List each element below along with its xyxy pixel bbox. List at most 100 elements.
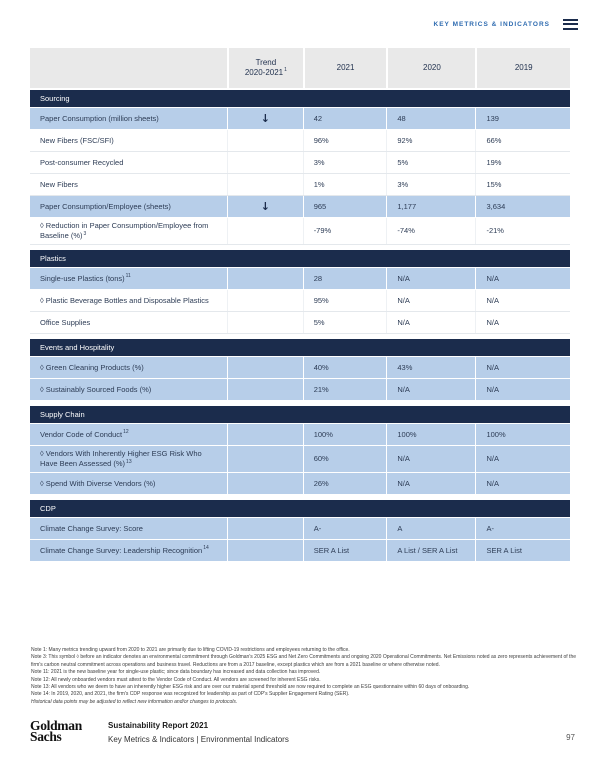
page-footer: Goldman Sachs Sustainability Report 2021… (30, 718, 575, 744)
section-header: Plastics (30, 250, 570, 267)
table-row: Single-use Plastics (tons)11 28 N/A N/A (30, 268, 570, 290)
table-row: Climate Change Survey: Score A- A A- (30, 518, 570, 540)
table-row: ◊ Vendors With Inherently Higher ESG Ris… (30, 446, 570, 473)
value-2019: N/A (475, 357, 570, 378)
goldman-sachs-logo: Goldman Sachs (30, 718, 108, 744)
breadcrumb: Key Metrics & Indicators | Environmental… (108, 735, 289, 744)
table-row: Post-consumer Recycled 3% 5% 19% (30, 152, 570, 174)
value-2021: 1% (302, 174, 387, 195)
footnote-line: Note 11: 2021 is the new baseline year f… (31, 669, 321, 676)
row-label: Single-use Plastics (tons)11 (40, 273, 131, 283)
footnote-line: Note 14: In 2019, 2020, and 2021, the fi… (31, 691, 350, 698)
value-2019: N/A (475, 446, 570, 472)
value-2020: A List / SER A List (386, 540, 475, 561)
row-label: ◊ Reduction in Paper Consumption/Employe… (40, 221, 209, 240)
down-arrow-icon: ↓ (260, 111, 270, 125)
trend-cell (227, 540, 303, 561)
table-row: Paper Consumption/Employee (sheets) ↓ 965 1… (30, 196, 570, 218)
hamburger-menu-icon[interactable] (563, 19, 578, 30)
table-row: Climate Change Survey: Leadership Recogn… (30, 540, 570, 562)
value-2020: N/A (386, 473, 475, 494)
trend-cell (227, 290, 303, 311)
row-label: Office Supplies (40, 317, 91, 327)
table-row: Paper Consumption (million sheets) ↓ 42 48 1… (30, 108, 570, 130)
value-2021: 40% (302, 357, 387, 378)
value-2019: -21% (475, 218, 570, 244)
trend-cell (227, 424, 303, 445)
row-label: ◊ Green Cleaning Products (%) (40, 362, 144, 372)
trend-cell (227, 152, 303, 173)
row-label: Climate Change Survey: Score (40, 523, 143, 533)
row-label: ◊ Plastic Beverage Bottles and Disposabl… (40, 295, 209, 305)
value-2019: 139 (475, 108, 570, 129)
row-label: Vendor Code of Conduct12 (40, 429, 129, 439)
row-label: ◊ Vendors With Inherently Higher ESG Ris… (40, 449, 202, 468)
value-2021: 95% (302, 290, 387, 311)
footnote-line: Note 1: Many metrics trending upward fro… (31, 647, 350, 653)
table-row: ◊ Sustainably Sourced Foods (%) 21% N/A N/A (30, 379, 570, 401)
trend-cell (227, 446, 303, 472)
environmental-indicators-table: Trend 2020-20211 2021 2020 2019 Sourcing… (30, 48, 570, 562)
table-row: Office Supplies 5% N/A N/A (30, 312, 570, 334)
value-2020: N/A (386, 446, 475, 472)
footnote-line: Historical data points may be adjusted t… (31, 698, 238, 705)
value-2021: 5% (302, 312, 387, 333)
row-label: New Fibers (FSC/SFI) (40, 135, 114, 145)
value-2019: A- (475, 518, 570, 539)
value-2020: 100% (386, 424, 475, 445)
report-title: Sustainability Report 2021 (108, 721, 209, 730)
section-header: Supply Chain (30, 406, 570, 423)
value-2021: 100% (302, 424, 387, 445)
table-row: New Fibers (FSC/SFI) 96% 92% 66% (30, 130, 570, 152)
row-label: Paper Consumption (million sheets) (40, 113, 159, 123)
column-header-2020: 2020 (386, 48, 475, 88)
value-2020: N/A (386, 290, 475, 311)
footnotes: Note 1: Many metrics trending upward fro… (31, 647, 577, 706)
value-2019: 19% (475, 152, 570, 173)
value-2021: 96% (302, 130, 387, 151)
value-2020: 48 (386, 108, 475, 129)
row-label: ◊ Spend With Diverse Vendors (%) (40, 478, 156, 488)
value-2019: 66% (475, 130, 570, 151)
value-2019: N/A (475, 473, 570, 494)
value-2020: -74% (386, 218, 475, 244)
page-header-label[interactable]: KEY METRICS & INDICATORS (433, 20, 550, 28)
trend-cell (227, 379, 303, 400)
value-2021: 965 (302, 196, 387, 217)
trend-cell (227, 218, 303, 244)
value-2019: N/A (475, 312, 570, 333)
value-2019: 100% (475, 424, 570, 445)
value-2020: N/A (386, 268, 475, 289)
row-label: Climate Change Survey: Leadership Recogn… (40, 545, 209, 555)
value-2020: 43% (386, 357, 475, 378)
row-label: ◊ Sustainably Sourced Foods (%) (40, 384, 152, 394)
value-2019: 3,634 (475, 196, 570, 217)
table-row: ◊ Spend With Diverse Vendors (%) 26% N/A N/… (30, 473, 570, 495)
value-2020: N/A (386, 312, 475, 333)
footer-text: Sustainability Report 2021 Key Metrics &… (108, 720, 289, 744)
value-2020: 5% (386, 152, 475, 173)
trend-cell (227, 312, 303, 333)
logo-line-1: Goldman (30, 718, 82, 733)
section-header: Events and Hospitality (30, 339, 570, 356)
table-header-row: Trend 2020-20211 2021 2020 2019 (30, 48, 570, 88)
value-2020: 1,177 (386, 196, 475, 217)
value-2021: 60% (302, 446, 387, 472)
value-2021: -79% (302, 218, 387, 244)
value-2021: 42 (302, 108, 387, 129)
trend-cell: ↓ (227, 196, 303, 217)
footnote-line: Note 3: This symbol ◊ before an indicato… (31, 654, 576, 668)
page-number: 97 (566, 733, 575, 742)
table-row: ◊ Green Cleaning Products (%) 40% 43% N/A (30, 357, 570, 379)
table-row: New Fibers 1% 3% 15% (30, 174, 570, 196)
table-row: Vendor Code of Conduct12 100% 100% 100% (30, 424, 570, 446)
value-2019: N/A (475, 379, 570, 400)
value-2019: N/A (475, 290, 570, 311)
footnote-line: Note 12: All newly onboarded vendors mus… (31, 676, 321, 683)
section-header: Sourcing (30, 90, 570, 107)
trend-cell (227, 518, 303, 539)
value-2021: 3% (302, 152, 387, 173)
value-2021: A- (302, 518, 387, 539)
value-2019: N/A (475, 268, 570, 289)
